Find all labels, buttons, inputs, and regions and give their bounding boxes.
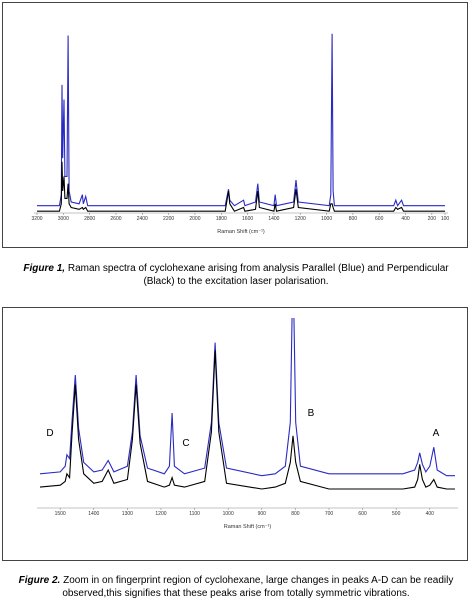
x-tick-label: 3000 [58, 216, 69, 222]
x-tick-label: 700 [325, 511, 334, 517]
caption-text: Raman spectra of cyclohexane arising fro… [67, 263, 449, 287]
caption-label: Figure 1, [23, 263, 66, 274]
x-tick-label: 1000 [223, 511, 234, 517]
x-tick-label: 600 [358, 511, 367, 517]
x-tick-label: 200 [428, 216, 437, 222]
x-tick-label: 2600 [110, 216, 121, 222]
caption-text: Zoom in on fingerprint region of cyclohe… [62, 575, 454, 599]
x-tick-label: 1600 [242, 216, 253, 222]
x-tick-label: 400 [401, 216, 410, 222]
caption-label: Figure 2. [18, 575, 61, 586]
x-tick-label: 1100 [189, 511, 200, 517]
x-tick-label: 1800 [216, 216, 227, 222]
x-tick-label: 600 [375, 216, 384, 222]
figure-caption: Figure 1, Raman spectra of cyclohexane a… [8, 262, 464, 288]
peak-label: A [433, 428, 440, 439]
x-tick-label: 1200 [155, 511, 166, 517]
peak-label: D [46, 428, 53, 439]
x-axis-title: Raman Shift (cm⁻¹) [224, 524, 272, 530]
x-tick-label: 800 [349, 216, 358, 222]
x-tick-label: 2400 [137, 216, 148, 222]
peak-label: B [308, 408, 315, 419]
x-tick-label: 1200 [295, 216, 306, 222]
figure-frame [2, 2, 468, 248]
x-tick-label: 3200 [31, 216, 42, 222]
x-tick-label: 1400 [88, 511, 99, 517]
spectrum-line [39, 350, 455, 490]
x-tick-label: 2000 [189, 216, 200, 222]
spectrum-line [37, 33, 445, 207]
x-tick-label: 2200 [163, 216, 174, 222]
figure-caption: Figure 2. Zoom in on fingerprint region … [8, 574, 464, 600]
x-tick-label: 400 [426, 511, 435, 517]
x-tick-label: 900 [258, 511, 267, 517]
x-tick-label: 500 [392, 511, 401, 517]
spectrum-line [37, 161, 445, 212]
x-tick-label: 1500 [55, 511, 66, 517]
figure-frame [2, 307, 468, 561]
x-tick-label: 1300 [122, 511, 133, 517]
x-tick-label: 1000 [321, 216, 332, 222]
x-tick-label: 100 [441, 216, 450, 222]
x-tick-label: 800 [291, 511, 300, 517]
x-tick-label: 2800 [84, 216, 95, 222]
spectrum-line [39, 318, 455, 477]
x-tick-label: 1400 [268, 216, 279, 222]
peak-label: C [182, 438, 189, 449]
x-axis-title: Raman Shift (cm⁻¹) [217, 229, 265, 235]
